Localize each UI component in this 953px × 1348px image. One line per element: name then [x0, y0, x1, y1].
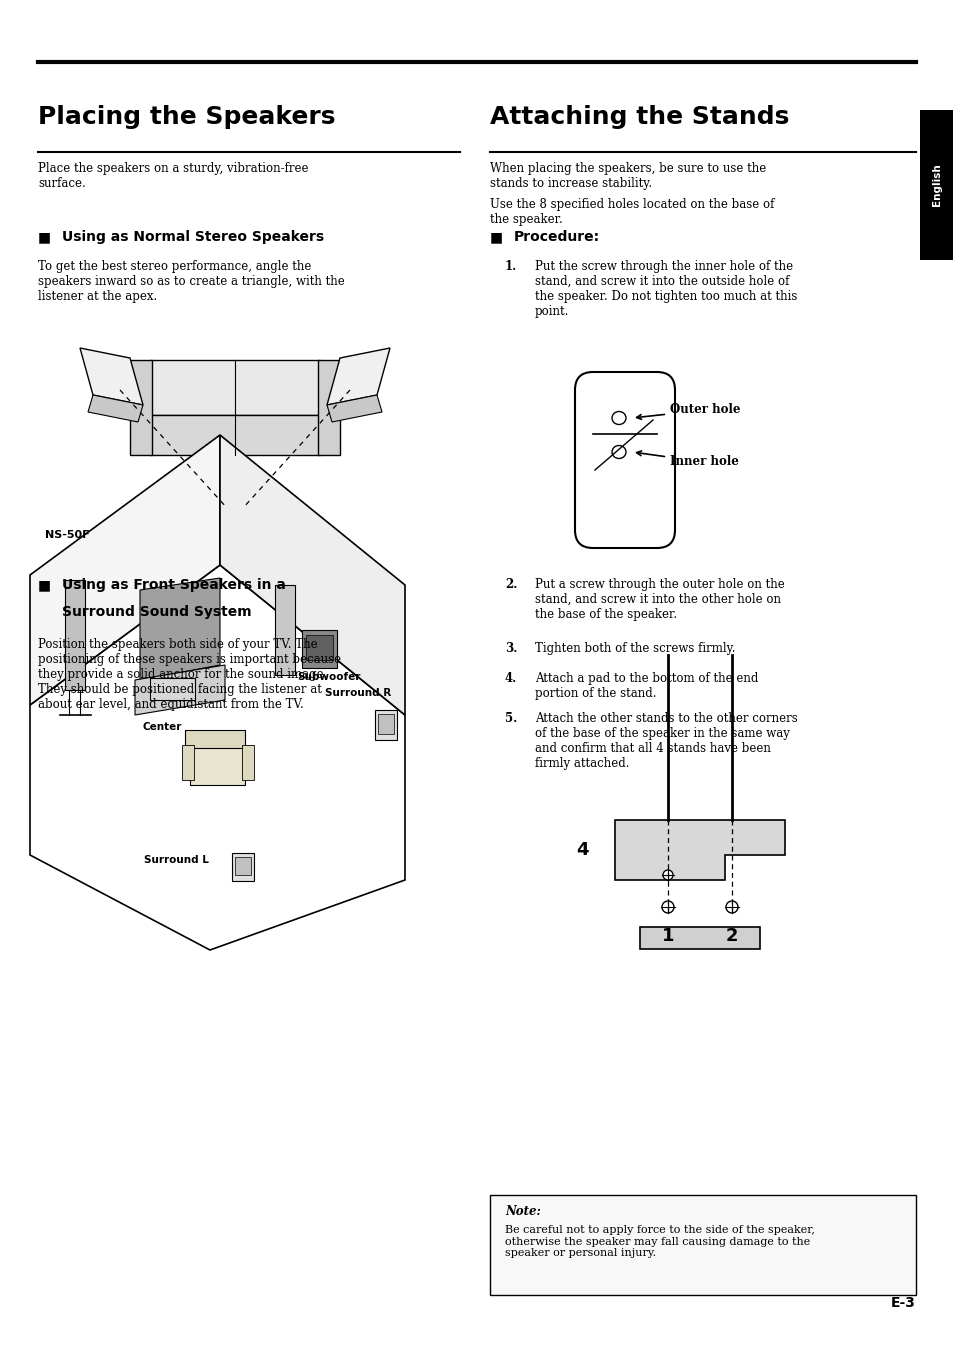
Text: 1: 1	[661, 927, 674, 945]
Ellipse shape	[612, 445, 625, 458]
Bar	[274, 585, 294, 675]
Text: 5.: 5.	[504, 712, 517, 725]
Text: Attaching the Stands: Attaching the Stands	[490, 105, 788, 129]
Polygon shape	[327, 348, 390, 404]
Text: ■: ■	[38, 578, 51, 592]
Text: 3.: 3.	[504, 642, 517, 655]
Bar	[317, 360, 339, 456]
Text: Procedure:: Procedure:	[514, 231, 599, 244]
Text: 1.: 1.	[504, 260, 517, 274]
Text: Put a screw through the outer hole on the
stand, and screw it into the other hol: Put a screw through the outer hole on th…	[535, 578, 784, 621]
Text: Position the speakers both side of your TV. The
positioning of these speakers is: Position the speakers both side of your …	[38, 638, 341, 710]
Text: Subwoofer: Subwoofer	[296, 673, 360, 682]
Text: English: English	[931, 163, 941, 206]
Text: ■: ■	[490, 231, 502, 244]
Bar	[150, 678, 194, 700]
Polygon shape	[88, 395, 143, 422]
Bar	[375, 710, 396, 740]
Text: Outer hole: Outer hole	[636, 403, 740, 419]
Text: When placing the speakers, be sure to use the
stands to increase stability.: When placing the speakers, be sure to us…	[490, 162, 765, 190]
Text: Placing the Speakers: Placing the Speakers	[38, 105, 335, 129]
Polygon shape	[135, 665, 225, 714]
Text: Attach the other stands to the other corners
of the base of the speaker in the s: Attach the other stands to the other cor…	[535, 712, 797, 770]
Polygon shape	[30, 435, 220, 705]
Bar	[377, 714, 394, 735]
Bar	[306, 635, 333, 661]
Text: 4: 4	[576, 841, 588, 859]
Text: NS-50F: NS-50F	[45, 530, 90, 541]
FancyBboxPatch shape	[575, 372, 675, 549]
Polygon shape	[615, 820, 784, 880]
Ellipse shape	[612, 411, 625, 425]
Ellipse shape	[725, 900, 738, 913]
Text: Using as Front Speakers in a: Using as Front Speakers in a	[62, 578, 286, 592]
Text: To get the best stereo performance, angle the
speakers inward so as to create a : To get the best stereo performance, angl…	[38, 260, 344, 303]
Bar	[130, 360, 152, 456]
Bar	[234, 857, 251, 875]
Bar	[65, 580, 85, 690]
Bar	[490, 1194, 915, 1295]
Text: Put the screw through the inner hole of the
stand, and screw it into the outside: Put the screw through the inner hole of …	[535, 260, 797, 318]
Polygon shape	[30, 565, 405, 950]
Bar	[919, 111, 953, 260]
Text: Surround L: Surround L	[144, 855, 209, 865]
Bar	[150, 415, 319, 456]
Text: 2.: 2.	[504, 578, 517, 590]
Ellipse shape	[661, 900, 673, 913]
Bar	[232, 853, 253, 882]
Text: Note:: Note:	[504, 1205, 540, 1219]
Text: Place the speakers on a sturdy, vibration-free
surface.: Place the speakers on a sturdy, vibratio…	[38, 162, 308, 190]
Ellipse shape	[224, 562, 246, 582]
Text: Be careful not to apply force to the side of the speaker,
otherwise the speaker : Be careful not to apply force to the sid…	[504, 1225, 814, 1258]
Bar	[190, 745, 245, 785]
Polygon shape	[80, 348, 143, 404]
Text: Surround Sound System: Surround Sound System	[62, 605, 252, 619]
Text: Using as Normal Stereo Speakers: Using as Normal Stereo Speakers	[62, 231, 324, 244]
Bar	[639, 927, 760, 949]
Polygon shape	[327, 395, 381, 422]
Bar	[302, 630, 336, 669]
Bar	[182, 745, 193, 780]
Text: ■: ■	[38, 231, 51, 244]
Text: Use the 8 specified holes located on the base of
the speaker.: Use the 8 specified holes located on the…	[490, 198, 774, 226]
Text: Tighten both of the screws firmly.: Tighten both of the screws firmly.	[535, 642, 735, 655]
Text: Attach a pad to the bottom of the end
portion of the stand.: Attach a pad to the bottom of the end po…	[535, 673, 758, 700]
Bar	[185, 731, 245, 748]
Bar	[242, 745, 253, 780]
Text: Surround R: Surround R	[325, 687, 391, 698]
FancyBboxPatch shape	[198, 497, 272, 569]
Polygon shape	[140, 578, 220, 679]
Text: Center: Center	[142, 723, 181, 732]
Text: E-3: E-3	[890, 1295, 915, 1310]
Bar	[150, 360, 319, 415]
Ellipse shape	[662, 869, 672, 880]
Polygon shape	[220, 435, 405, 714]
Text: 2: 2	[725, 927, 738, 945]
Text: Inner hole: Inner hole	[636, 452, 739, 469]
Text: 4.: 4.	[504, 673, 517, 685]
